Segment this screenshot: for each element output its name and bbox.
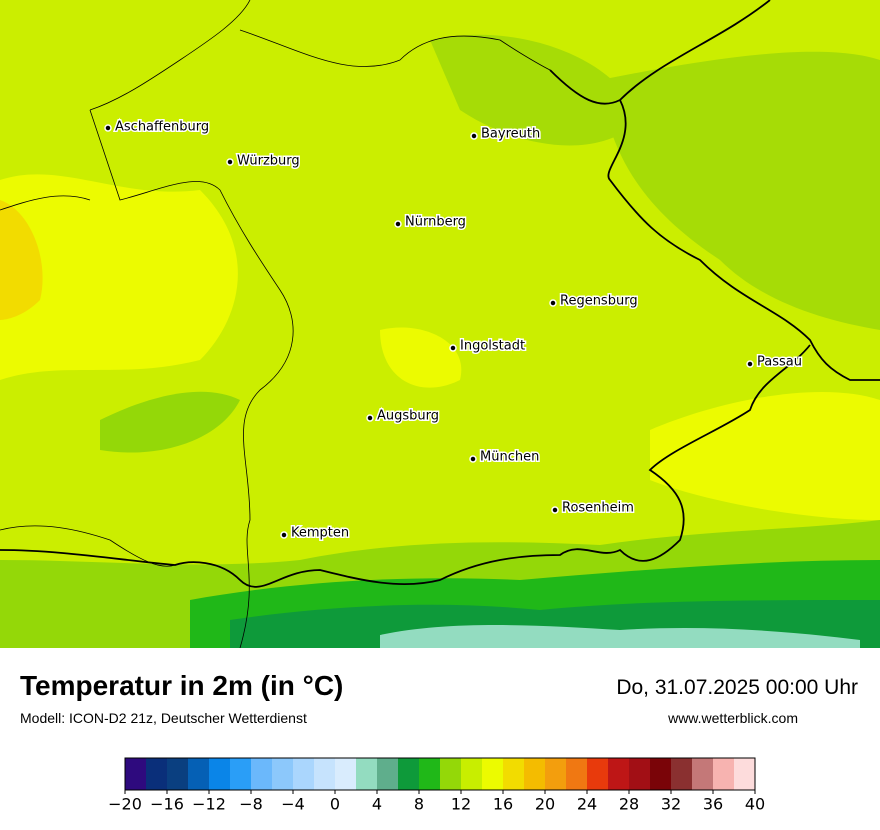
- border: [0, 344, 811, 588]
- colorbar-tick-label: −4: [281, 795, 305, 814]
- regions: [0, 0, 551, 648]
- city-label: Augsburg: [377, 409, 439, 424]
- city-label: Bayreuth: [481, 127, 540, 142]
- colorbar-tick-label: 12: [451, 795, 471, 814]
- region-line: [89, 109, 294, 648]
- city-dot: [549, 299, 557, 307]
- colorbar-segment: [545, 758, 567, 790]
- colorbar-frame: [124, 757, 756, 791]
- colorbar-segment: [503, 758, 525, 790]
- colorbar-segment: [461, 758, 483, 790]
- colorbar-segment: [440, 758, 462, 790]
- colorbar-segment: [293, 758, 315, 790]
- city-dot: [104, 124, 112, 132]
- colorbar-tick-label: 8: [414, 795, 424, 814]
- city-label: Würzburg: [237, 154, 300, 169]
- cool-area: [600, 51, 880, 330]
- city-dot: [394, 220, 402, 228]
- region-line: [239, 29, 551, 71]
- map: Aschaffenburg Würzburg Bayreuth Nürnberg…: [0, 0, 880, 648]
- colorbar: −20 −16 −12 −8 −4 0 4 8 12 16 20 24 28 32 36 40: [108, 757, 765, 814]
- colorbar-segment: [419, 758, 441, 790]
- title: Temperatur in 2m (in °C): [20, 670, 344, 701]
- warm-area: [650, 391, 880, 520]
- city-label: Ingolstadt: [460, 339, 525, 354]
- cool-area: [100, 391, 240, 453]
- colorbar-segment: [209, 758, 231, 790]
- region-line: [0, 195, 91, 211]
- city-label: Aschaffenburg: [115, 120, 209, 135]
- colorbar-segment: [251, 758, 273, 790]
- colorbar-segment: [671, 758, 693, 790]
- city-label: Kempten: [291, 526, 349, 541]
- colorbar-tick-label: −20: [108, 795, 142, 814]
- colorbar-segment: [398, 758, 420, 790]
- colorbar-segment: [566, 758, 588, 790]
- colorbar-segment: [692, 758, 714, 790]
- city-dot: [366, 414, 374, 422]
- cities: Aschaffenburg Würzburg Bayreuth Nürnberg…: [104, 118, 803, 542]
- colorbar-tick-label: 28: [619, 795, 639, 814]
- city-dot: [551, 506, 559, 514]
- city-dot: [470, 132, 478, 140]
- colorbar-tick-label: 24: [577, 795, 597, 814]
- colorbar-tick-label: 0: [330, 795, 340, 814]
- colorbar-segment: [482, 758, 504, 790]
- colorbar-segment: [335, 758, 357, 790]
- colorbar-segment: [524, 758, 546, 790]
- colorbar-segment: [356, 758, 378, 790]
- city-label: München: [480, 450, 539, 465]
- colorbar-segment: [188, 758, 210, 790]
- colorbar-tick-label: 4: [372, 795, 382, 814]
- colorbar-segment: [125, 758, 147, 790]
- city-label: Regensburg: [560, 294, 638, 309]
- colorbar-segment: [272, 758, 294, 790]
- colorbar-segment: [734, 758, 756, 790]
- borders: [0, 0, 880, 588]
- colorbar-tick-label: 36: [703, 795, 723, 814]
- colorbar-segment: [230, 758, 252, 790]
- colorbar-segment: [146, 758, 168, 790]
- city-dot: [226, 158, 234, 166]
- city-dot: [449, 344, 457, 352]
- border: [607, 99, 880, 381]
- colorbar-tick-label: 32: [661, 795, 681, 814]
- colorbar-segment: [629, 758, 651, 790]
- cool-area: [430, 34, 640, 146]
- model-info: Modell: ICON-D2 21z, Deutscher Wetterdie…: [20, 710, 307, 726]
- warm-area: [0, 200, 43, 320]
- city-label: Nürnberg: [405, 215, 466, 230]
- colorbar-tick-label: −8: [239, 795, 263, 814]
- website: www.wetterblick.com: [668, 710, 798, 726]
- border: [549, 0, 771, 105]
- city-label: Passau: [757, 355, 802, 370]
- colorbar-tick-label: 16: [493, 795, 513, 814]
- colorbar-tick-label: −12: [192, 795, 226, 814]
- colorbar-segment: [377, 758, 399, 790]
- colorbar-segment: [713, 758, 735, 790]
- warm-area: [0, 174, 238, 380]
- colorbar-tick-label: 20: [535, 795, 555, 814]
- colorbar-segment: [608, 758, 630, 790]
- city-dot: [469, 455, 477, 463]
- colorbar-segment: [587, 758, 609, 790]
- colorbar-segment: [650, 758, 672, 790]
- colorbar-tick-label: −16: [150, 795, 184, 814]
- colorbar-segment: [314, 758, 336, 790]
- city-label: Rosenheim: [562, 501, 634, 516]
- city-dot: [746, 360, 754, 368]
- date: Do, 31.07.2025 00:00 Uhr: [616, 676, 858, 699]
- colorbar-tick-label: 40: [745, 795, 765, 814]
- warm-area: [380, 327, 462, 388]
- alps: [380, 625, 860, 648]
- region-line: [0, 525, 176, 567]
- colorbar-segment: [167, 758, 189, 790]
- city-dot: [280, 531, 288, 539]
- region-line: [89, 0, 251, 111]
